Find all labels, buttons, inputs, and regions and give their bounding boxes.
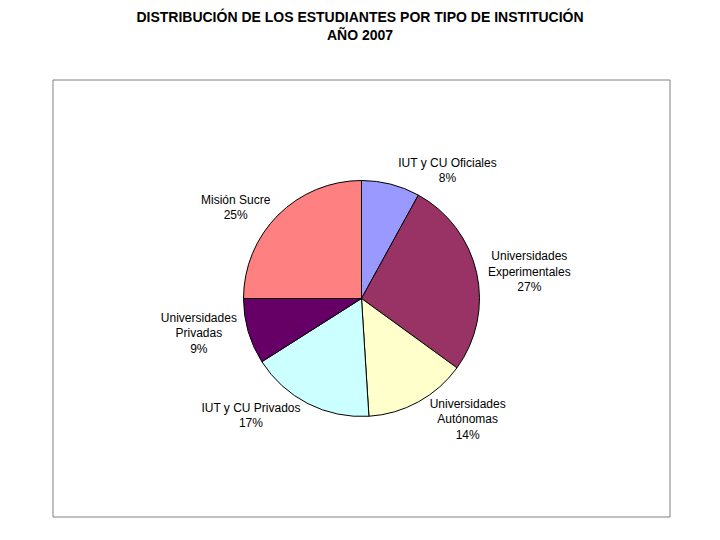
svg-text:DISTRIBUCIÓN DE LOS ESTUDIANTE: DISTRIBUCIÓN DE LOS ESTUDIANTES POR TIPO… — [136, 8, 583, 43]
svg-text:UniversidadesPrivadas9%: UniversidadesPrivadas9% — [161, 311, 237, 356]
svg-text:UniversidadesExperimentales27%: UniversidadesExperimentales27% — [488, 249, 571, 294]
svg-text:IUT y CU Oficiales8%: IUT y CU Oficiales8% — [398, 156, 496, 186]
svg-text:Misión Sucre25%: Misión Sucre25% — [201, 193, 271, 223]
svg-text:UniversidadesAutónomas14%: UniversidadesAutónomas14% — [430, 397, 506, 442]
svg-text:IUT y CU Privados17%: IUT y CU Privados17% — [201, 401, 300, 431]
